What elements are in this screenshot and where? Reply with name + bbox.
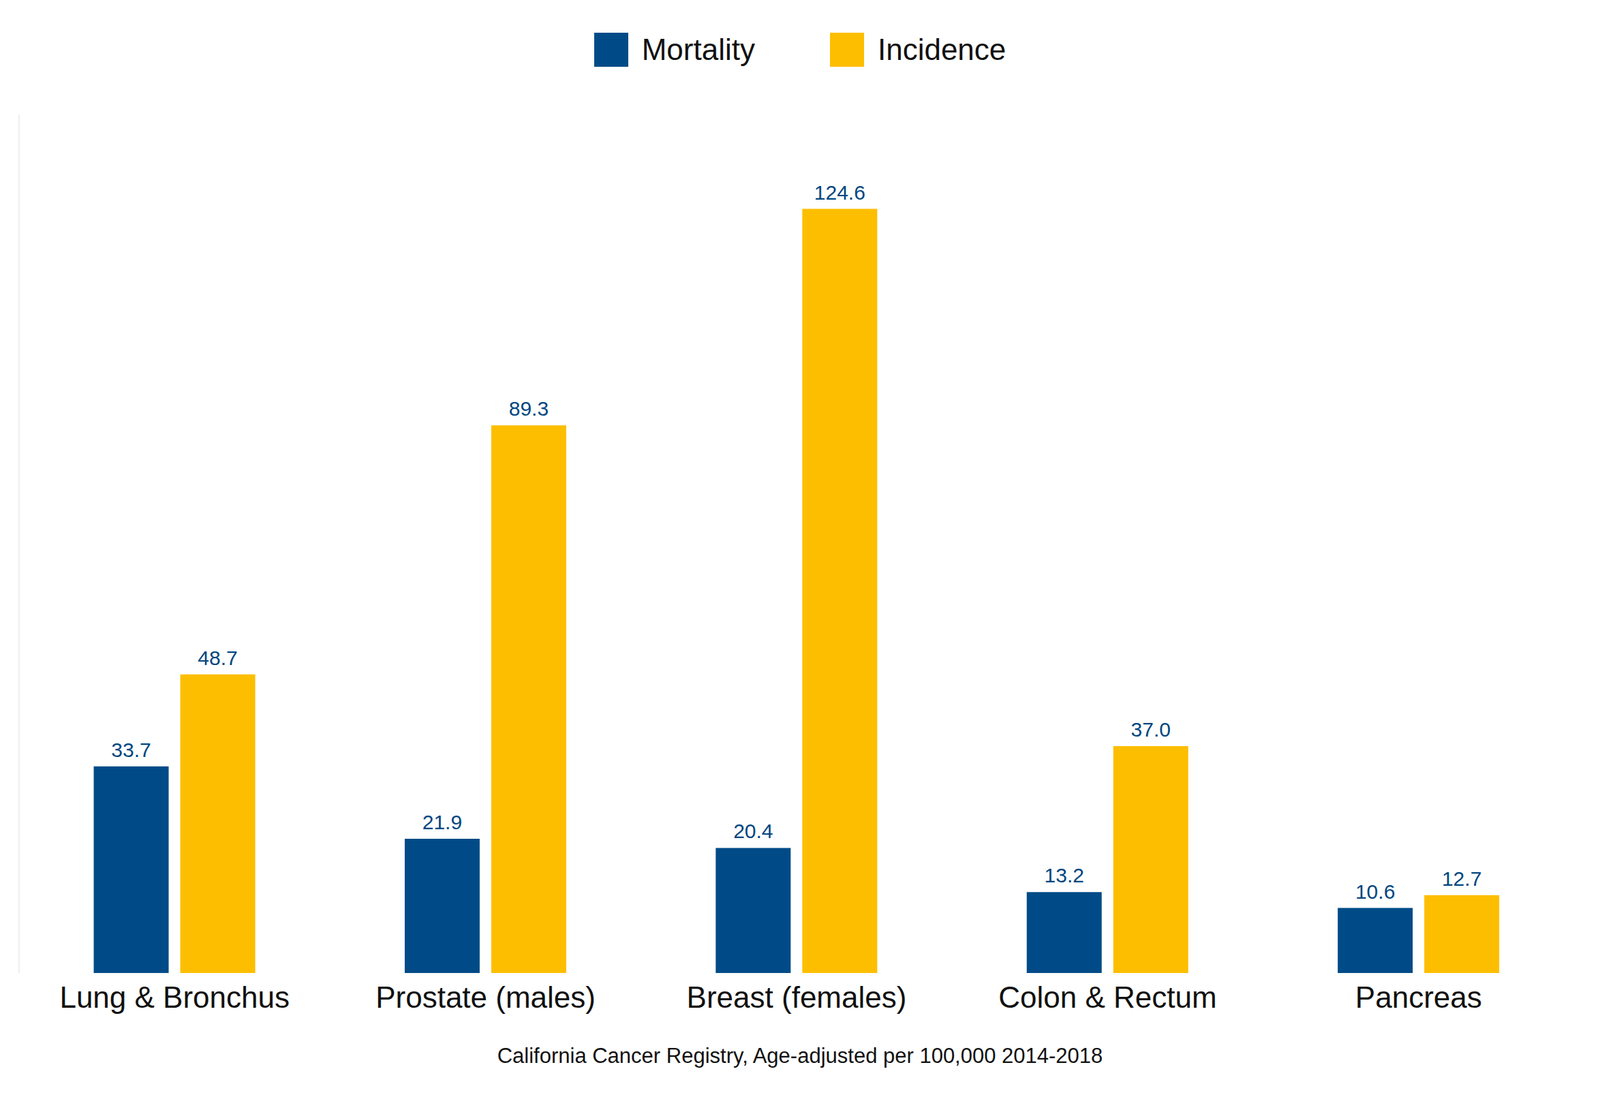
svg-text:20.4: 20.4 [733,819,773,843]
html-text:Mortality: Mortality [641,32,755,67]
html-text:Incidence: Incidence [877,32,1006,67]
svg-text:37.0: 37.0 [1131,718,1171,741]
svg-text:21.9: 21.9 [422,810,463,834]
svg-text:Prostate (males): Prostate (males) [375,980,596,1014]
svg-text:33.7: 33.7 [111,738,151,762]
svg-text:Pancreas: Pancreas [1355,980,1483,1014]
svg-text:10.6: 10.6 [1355,880,1395,903]
svg-text:13.2: 13.2 [1044,864,1085,887]
svg-text:12.7: 12.7 [1441,867,1482,890]
svg-text:Lung & Bronchus: Lung & Bronchus [59,980,290,1014]
svg-text:Colon & Rectum: Colon & Rectum [998,980,1217,1014]
svg-text:Breast (females): Breast (females) [686,980,907,1014]
svg-text:89.3: 89.3 [509,397,549,420]
svg-text:48.7: 48.7 [197,646,238,670]
html-text:California Cancer Registry, Ag: California Cancer Registry, Age-adjusted… [497,1043,1103,1068]
svg-text:124.6: 124.6 [814,181,866,204]
